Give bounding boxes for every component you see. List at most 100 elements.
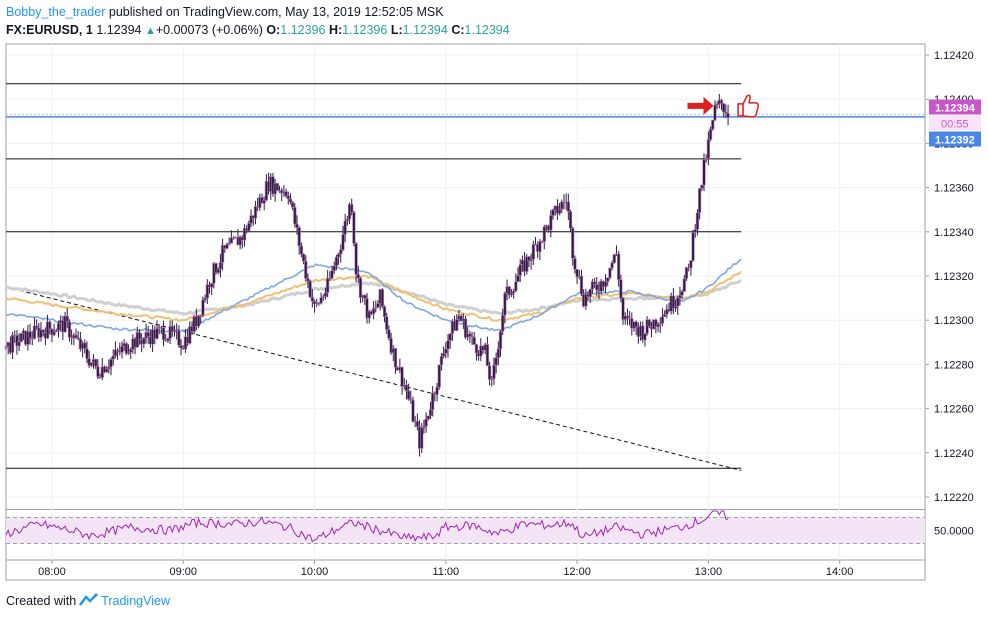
candle [641,321,645,343]
candle [678,286,682,306]
price-tick-label: 1.12340 [934,227,974,239]
price-tick-label: 1.12300 [934,315,974,327]
candle-body [45,321,50,339]
candle-body [389,337,393,354]
last-price-tag: 1.12394 [929,99,981,115]
publish-line: Bobby_the_trader published on TradingVie… [6,5,444,19]
candle-body [673,305,678,309]
candle-body [435,386,439,395]
candle [65,308,69,329]
tradingview-link[interactable]: TradingView [101,594,170,608]
candle-body [619,279,623,299]
candle [371,301,376,320]
candle [214,262,218,275]
symbol-label: FX:EURUSD, 1 [6,23,93,37]
symbol-line: FX:EURUSD, 1 1.12394 ▲+0.00073 (+0.06%) … [6,23,510,37]
candle [665,304,669,319]
candle-body [35,325,39,329]
candle [39,321,43,342]
candle-body [711,119,715,130]
candle [343,214,347,243]
candle-body [175,329,179,332]
candle-body [407,390,411,400]
candle-body [350,203,354,213]
candle-body [485,344,489,366]
candle [606,277,610,286]
candle [676,295,680,315]
candle [726,104,730,126]
username-link[interactable]: Bobby_the_trader [6,5,106,19]
candle-body [376,303,380,308]
candle-body [678,295,682,299]
candle [115,347,120,360]
candle-body [487,365,492,380]
candle [376,300,380,308]
candle-body [490,378,494,380]
candle [308,279,312,299]
line-price-tag-bg [929,131,981,147]
candle [247,220,251,232]
candle [531,240,535,265]
candle-body [203,297,207,301]
candle [111,349,115,366]
candle [647,318,651,328]
candle-body [592,281,597,285]
candle [446,334,450,358]
candle [218,253,223,278]
candle [56,320,61,338]
candle [363,294,367,305]
candle-body [472,336,476,345]
candle-body [247,222,251,232]
candle-body [400,366,404,387]
candle [249,209,253,228]
candle-body [120,346,124,353]
candle-body [665,308,669,315]
price-tick-label: 1.12240 [934,448,974,460]
candle-body [409,398,413,401]
up-triangle-icon: ▲ [144,25,156,37]
candle-body [330,270,334,279]
candle [32,317,37,340]
time-tick-label: 11:00 [432,566,459,578]
candle-body [693,229,697,233]
plot-frame [5,43,926,581]
candle-body [41,329,45,333]
candle [76,330,80,341]
candle [595,277,599,297]
price-tick-label: 1.12320 [934,271,974,283]
candle-body [420,427,424,449]
candle [704,154,708,163]
candle [124,342,128,356]
high-label: H: [328,23,343,37]
candle [41,329,45,337]
candle-body [719,99,724,104]
candle-body [67,321,72,338]
candle [336,252,341,265]
candle [590,278,595,294]
candle-body [214,262,218,274]
candle [227,237,231,246]
candle [188,321,192,345]
candle [310,289,314,308]
low-label: L: [390,23,403,37]
candle-body [32,325,37,339]
candle [295,215,299,235]
candle [420,422,424,453]
candle-body [115,349,120,352]
candle-body [560,201,564,210]
open-value: 1.12396 [280,23,326,37]
candle [603,274,608,294]
price-tick-label: 1.12280 [934,359,974,371]
candle [621,297,625,325]
candle [691,229,695,262]
candle-body [494,357,498,366]
candle [560,199,564,213]
candle [474,343,479,361]
candle-body [216,268,220,274]
candle [389,332,393,355]
candle [179,339,183,356]
candle [374,300,378,313]
candle [339,244,343,263]
candle-body [48,321,52,330]
